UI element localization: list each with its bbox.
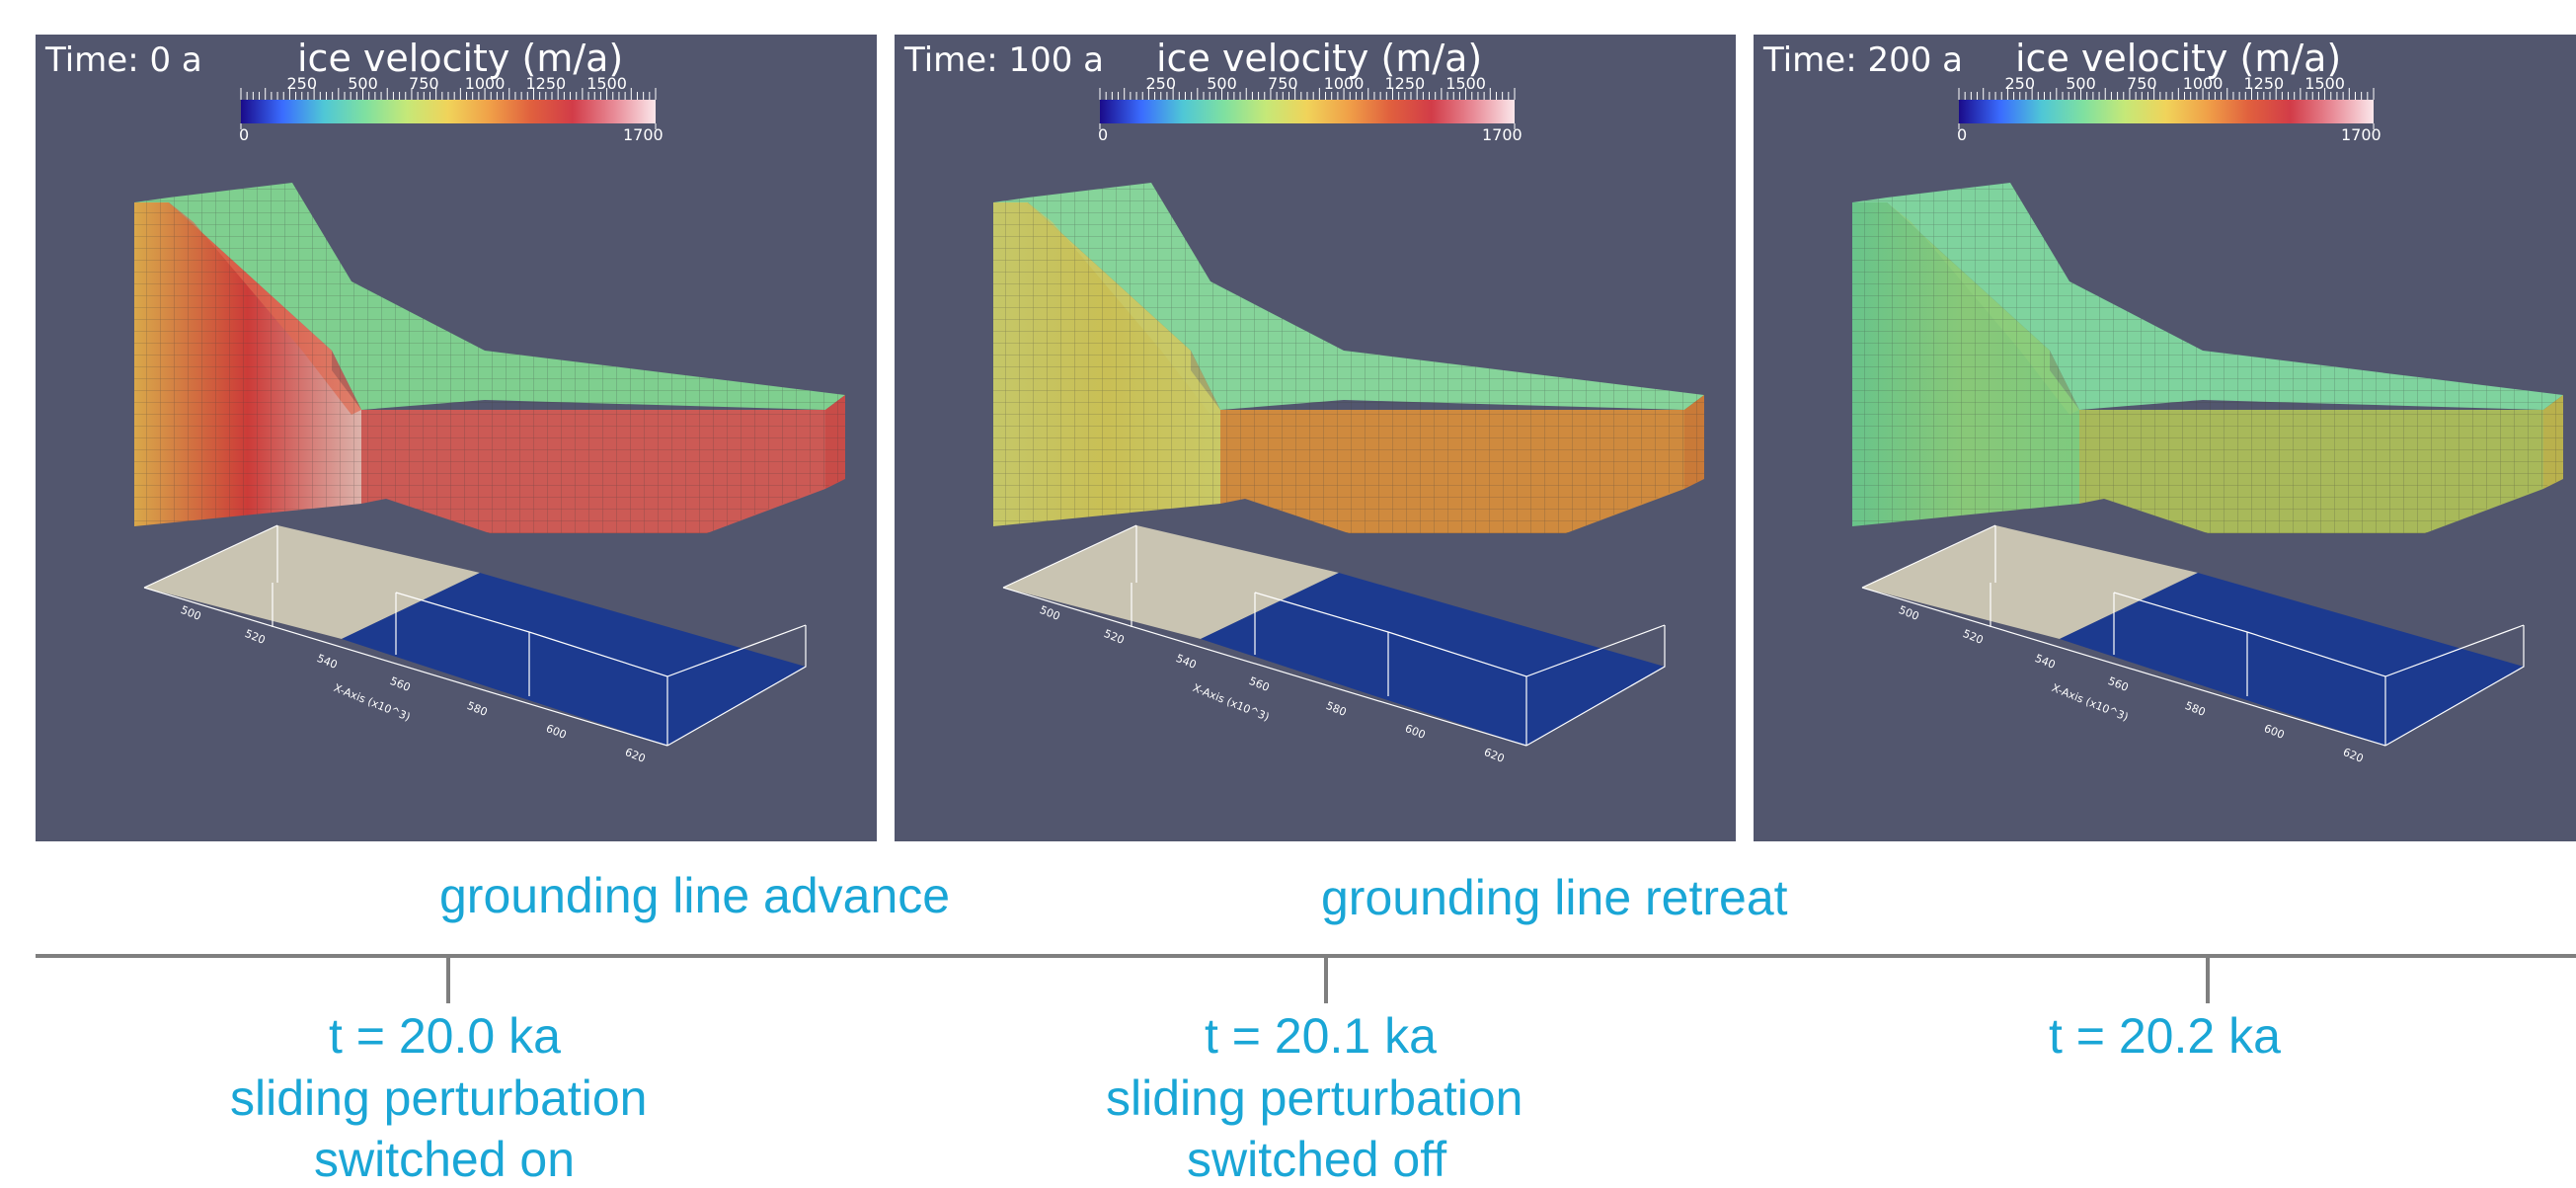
bed-outline — [1002, 524, 1666, 747]
time-label: Time: 0 a — [45, 40, 202, 80]
colorbar-tick-label: 1000 — [2182, 74, 2224, 93]
timeline-event-3-time: t = 20.2 ka — [2049, 1008, 2281, 1064]
colorbar-tick-label: 1500 — [2304, 74, 2345, 93]
time-label: Time: 200 a — [1763, 40, 1964, 80]
colorbar-tick-label: 750 — [2127, 74, 2157, 93]
colorbar-tick-label: 1000 — [464, 74, 506, 93]
timeline-tick — [2206, 954, 2210, 1003]
caption-grounding-line-advance: grounding line advance — [439, 868, 951, 923]
glacier-mesh — [134, 183, 845, 533]
bed-outline — [1861, 524, 2525, 747]
colorbar-min-label: 0 — [239, 125, 250, 144]
bed-ocean — [1201, 573, 1665, 746]
colorbar-title: ice velocity (m/a) — [297, 37, 624, 80]
colorbar-tick-label: 500 — [2066, 74, 2096, 93]
glacier-render — [1852, 88, 2563, 747]
colorbar-ramp — [1100, 100, 1515, 123]
panel-3: Time: 200 a ice velocity (m/a) 250 500 750 10… — [1754, 35, 2576, 841]
timeline-event-2-time: t = 20.1 ka — [1205, 1008, 1437, 1064]
colorbar-tick-label: 1500 — [1445, 74, 1486, 93]
colorbar-max-label: 1700 — [1482, 125, 1522, 144]
bed-ocean — [2060, 573, 2524, 746]
panel-1: Time: 0 a ice velocity (m/a) 250 500 750 1000… — [36, 35, 877, 841]
colorbar-tick-label: 1250 — [2243, 74, 2285, 93]
bed-outline — [143, 524, 807, 747]
glacier-render — [134, 88, 845, 747]
colorbar-tick-label: 1250 — [1384, 74, 1426, 93]
panel-2: Time: 100 a ice velocity (m/a) 250 500 750 10… — [895, 35, 1736, 841]
timeline-event-2-state: switched off — [1187, 1132, 1447, 1187]
colorbar-tick-label: 250 — [2004, 74, 2036, 93]
colorbar-min-label: 0 — [1957, 125, 1968, 144]
glacier-mesh — [1852, 183, 2563, 533]
colorbar-min-label: 0 — [1098, 125, 1109, 144]
glacier-render — [993, 88, 1704, 747]
timeline-event-1-state: switched on — [314, 1132, 576, 1187]
caption-grounding-line-retreat: grounding line retreat — [1321, 870, 1788, 925]
colorbar-tick-label: 750 — [1268, 74, 1298, 93]
colorbar-ramp — [1959, 100, 2374, 123]
colorbar-tick-label: 500 — [348, 74, 378, 93]
colorbar-title: ice velocity (m/a) — [2015, 37, 2342, 80]
glacier-mesh — [993, 183, 1704, 533]
bed-ocean — [342, 573, 806, 746]
colorbar-tick-label: 1500 — [586, 74, 627, 93]
timeline-tick — [446, 954, 450, 1003]
colorbar-tick-label: 250 — [1145, 74, 1177, 93]
colorbar-tick-label: 1000 — [1323, 74, 1365, 93]
colorbar-max-label: 1700 — [623, 125, 664, 144]
colorbar-tick-label: 500 — [1207, 74, 1237, 93]
timeline-event-1-detail: sliding perturbation — [230, 1070, 648, 1126]
timeline-event-1-time: t = 20.0 ka — [329, 1008, 561, 1064]
colorbar-minor-ticks — [1099, 88, 1516, 100]
timeline-event-2-detail: sliding perturbation — [1106, 1070, 1523, 1126]
colorbar-ramp — [241, 100, 656, 123]
timeline-axis — [36, 954, 2576, 958]
colorbar-title: ice velocity (m/a) — [1156, 37, 1483, 80]
colorbar-tick-label: 250 — [286, 74, 318, 93]
colorbar-minor-ticks — [240, 88, 657, 100]
timeline-tick — [1324, 954, 1328, 1003]
colorbar-max-label: 1700 — [2341, 125, 2381, 144]
colorbar-tick-label: 750 — [409, 74, 439, 93]
colorbar-tick-label: 1250 — [525, 74, 567, 93]
colorbar-minor-ticks — [1958, 88, 2375, 100]
time-label: Time: 100 a — [904, 40, 1105, 80]
